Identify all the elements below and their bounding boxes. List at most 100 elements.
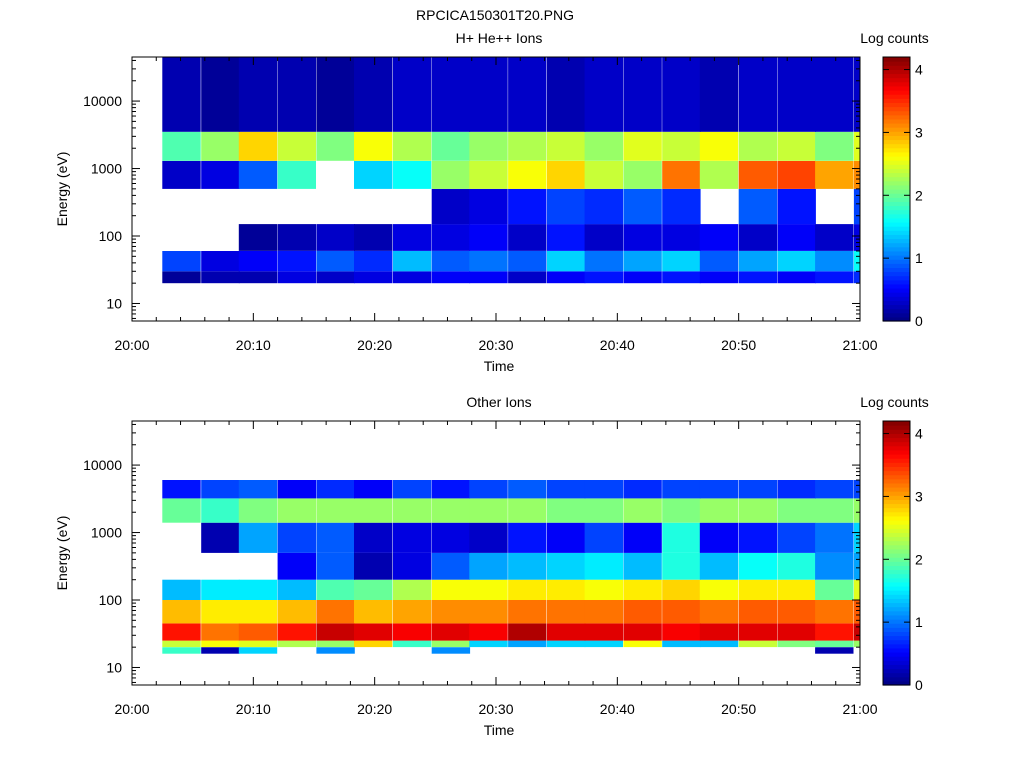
heatmap-cell [699,579,739,600]
y-axis-label: Energy (eV) [54,152,70,227]
heatmap-cell [431,131,471,161]
heatmap-cell [431,251,471,272]
heatmap-cell [662,224,701,251]
heatmap-cell [699,498,739,523]
heatmap-cell [662,498,701,523]
heatmap-cell [662,188,701,225]
colorbar-segment [883,123,910,128]
heatmap-cell [623,271,662,284]
colorbar-segment [883,246,910,252]
heatmap-cell [277,271,316,284]
heatmap-cell [277,131,316,161]
heatmap-cell [238,623,278,641]
heatmap-cell [354,623,393,641]
colorbar-segment [883,668,910,674]
colorbar-segment [883,635,910,641]
heatmap-cell [392,522,432,553]
heatmap-cell [431,640,471,648]
heatmap-cell [853,600,860,624]
y-tick-label: 10000 [83,93,122,109]
heatmap-cell [354,579,393,600]
colorbar-segment [883,524,910,529]
heatmap-cell [853,579,860,600]
heatmap-cell [738,640,778,648]
heatmap-cell [584,600,623,624]
heatmap-cell [699,552,739,580]
colorbar-segment [883,118,910,124]
heatmap-cells [162,57,860,284]
heatmap-cell [662,57,701,132]
colorbar-segment [883,300,910,306]
heatmap-cell [316,552,355,580]
heatmap-cell [162,251,201,272]
heatmap-cell [238,160,278,189]
colorbar-segment [883,445,910,451]
heatmap-cell [738,57,778,132]
heatmap-cell [853,224,860,251]
heatmap-cell [584,640,623,648]
heatmap-cell [277,522,316,553]
colorbar-segment [883,279,910,285]
colorbar-segment [883,222,910,227]
x-tick-label: 20:30 [478,337,513,353]
heatmap-cell [547,579,586,600]
heatmap-cell [431,271,471,284]
heatmap-cell [699,600,739,624]
heatmap-cell [738,480,778,499]
heatmap-cell [699,57,739,132]
colorbar-segment [883,267,910,273]
heatmap-cell [623,57,662,132]
heatmap-cell [277,251,316,272]
heatmap-cell [277,160,316,189]
panel-title: H+ He++ Ions [456,30,543,46]
colorbar-segment [883,98,910,103]
y-axis-ticks [132,59,860,319]
colorbar-segment [883,606,910,612]
figure-title: RPCICA150301T20.PNG [416,7,574,23]
colorbar-segment [883,577,910,583]
heatmap-cell [508,480,547,499]
colorbar-segment [883,573,910,579]
heatmap-cell [162,57,201,132]
heatmap-cell [277,224,316,251]
heatmap-cell [162,647,201,654]
heatmap-cell [777,224,816,251]
heatmap-cell [815,600,854,624]
colorbar-segment [883,462,910,467]
heatmap-cell [508,251,547,272]
heatmap-cell [815,522,854,553]
heatmap-cell [699,224,739,251]
colorbar-segment [883,548,910,554]
colorbar-segment [883,316,910,322]
heatmap-cell [623,251,662,272]
heatmap-cell [508,623,547,641]
heatmap-cell [508,552,547,580]
heatmap-cell [201,131,240,161]
heatmap-cell [238,522,278,553]
heatmap-cell [201,498,240,523]
colorbar-segment [883,57,910,62]
heatmap-cell [853,57,860,132]
heatmap-cell [547,57,586,132]
colorbar-tick-label: 2 [915,187,923,203]
heatmap-cell [662,131,701,161]
colorbar-segment [883,656,910,661]
colorbar-segment [883,250,910,256]
colorbar-segment [883,454,910,459]
heatmap-cell [316,640,355,648]
heatmap-cell [738,623,778,641]
x-tick-label: 20:40 [600,337,635,353]
colorbar: 0 1 2 3 4 Log counts [860,30,929,329]
colorbar-frame [882,56,911,322]
heatmap-cell [699,480,739,499]
heatmap-cell [316,498,355,523]
colorbar-segment [883,205,910,211]
heatmap-cell [469,188,508,225]
heatmap-cell [815,271,854,284]
heatmap-cell [547,224,586,251]
heatmap-cell [508,188,547,225]
heatmap-cell [815,579,854,600]
heatmap-cell [584,224,623,251]
heatmap-cell [853,188,860,225]
colorbar-segment [883,565,910,571]
